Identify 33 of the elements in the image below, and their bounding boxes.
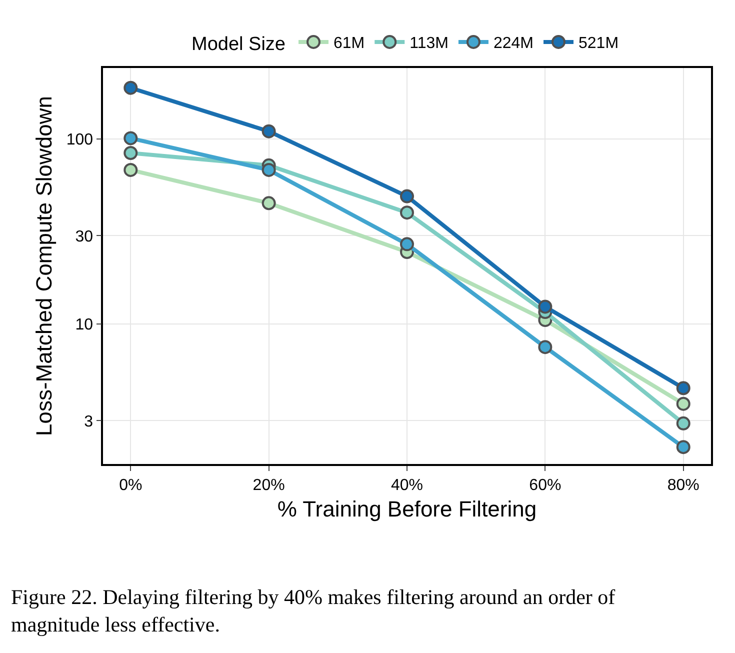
caption: Figure 22. Delaying filtering by 40% makes filtering around an order of magnitude less effective. (11, 585, 616, 636)
point (676, 396, 690, 411)
point (676, 440, 690, 454)
point (262, 124, 276, 138)
point (676, 381, 690, 396)
x-tick-label: 40% (390, 476, 424, 494)
y-tick-label: 3 (84, 413, 94, 430)
legend-label: 521M (578, 35, 619, 52)
y-tick-label: 10 (75, 316, 94, 334)
point (262, 196, 276, 210)
point (400, 206, 414, 220)
x-axis-title: % Training Before Filtering (277, 496, 537, 522)
point (538, 300, 552, 314)
point (124, 131, 138, 146)
point (400, 189, 414, 204)
point (124, 80, 138, 95)
point (400, 237, 414, 252)
y-axis-title: Loss-Matched Compute Slowdown (32, 96, 57, 436)
point (538, 340, 552, 354)
point (676, 416, 690, 430)
y-tick-label: 30 (75, 228, 94, 246)
x-tick-label: 80% (667, 476, 700, 494)
point (124, 162, 138, 177)
legend-title: Model Size (192, 34, 286, 55)
point (124, 146, 138, 160)
x-tick-label: 60% (529, 476, 562, 494)
legend-label: 224M (493, 35, 534, 52)
y-tick-label: 100 (66, 132, 94, 149)
legend-label: 113M (410, 35, 448, 52)
legend-label: 61M (334, 35, 365, 52)
x-tick-label: 20% (252, 476, 285, 494)
point (262, 162, 276, 177)
x-tick-label: 0% (119, 476, 142, 494)
